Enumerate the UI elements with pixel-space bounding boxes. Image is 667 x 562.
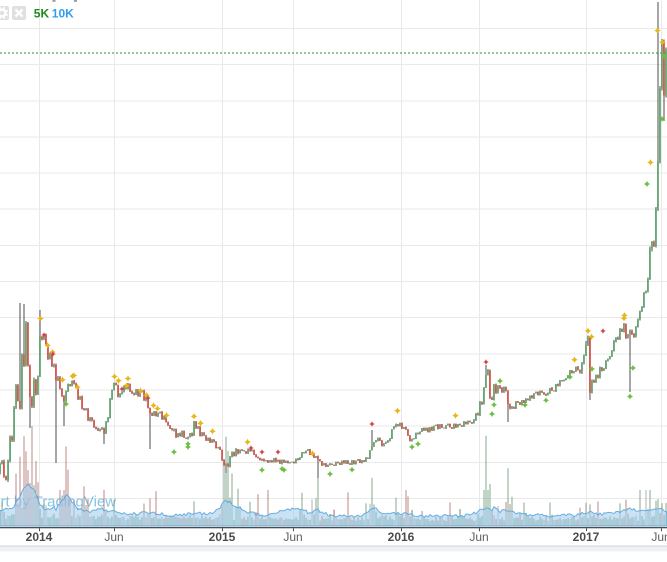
svg-text:Jun: Jun — [469, 530, 488, 544]
svg-text:Jun: Jun — [104, 530, 123, 544]
svg-text:2016: 2016 — [388, 530, 415, 544]
svg-text:Jun: Jun — [283, 530, 302, 544]
svg-text:2017: 2017 — [573, 530, 600, 544]
svg-text:Jun: Jun — [651, 530, 667, 544]
svg-text:10K: 10K — [52, 7, 74, 21]
svg-text:5K: 5K — [34, 7, 50, 21]
svg-text:2015: 2015 — [209, 530, 236, 544]
svg-text:2014: 2014 — [26, 530, 53, 544]
